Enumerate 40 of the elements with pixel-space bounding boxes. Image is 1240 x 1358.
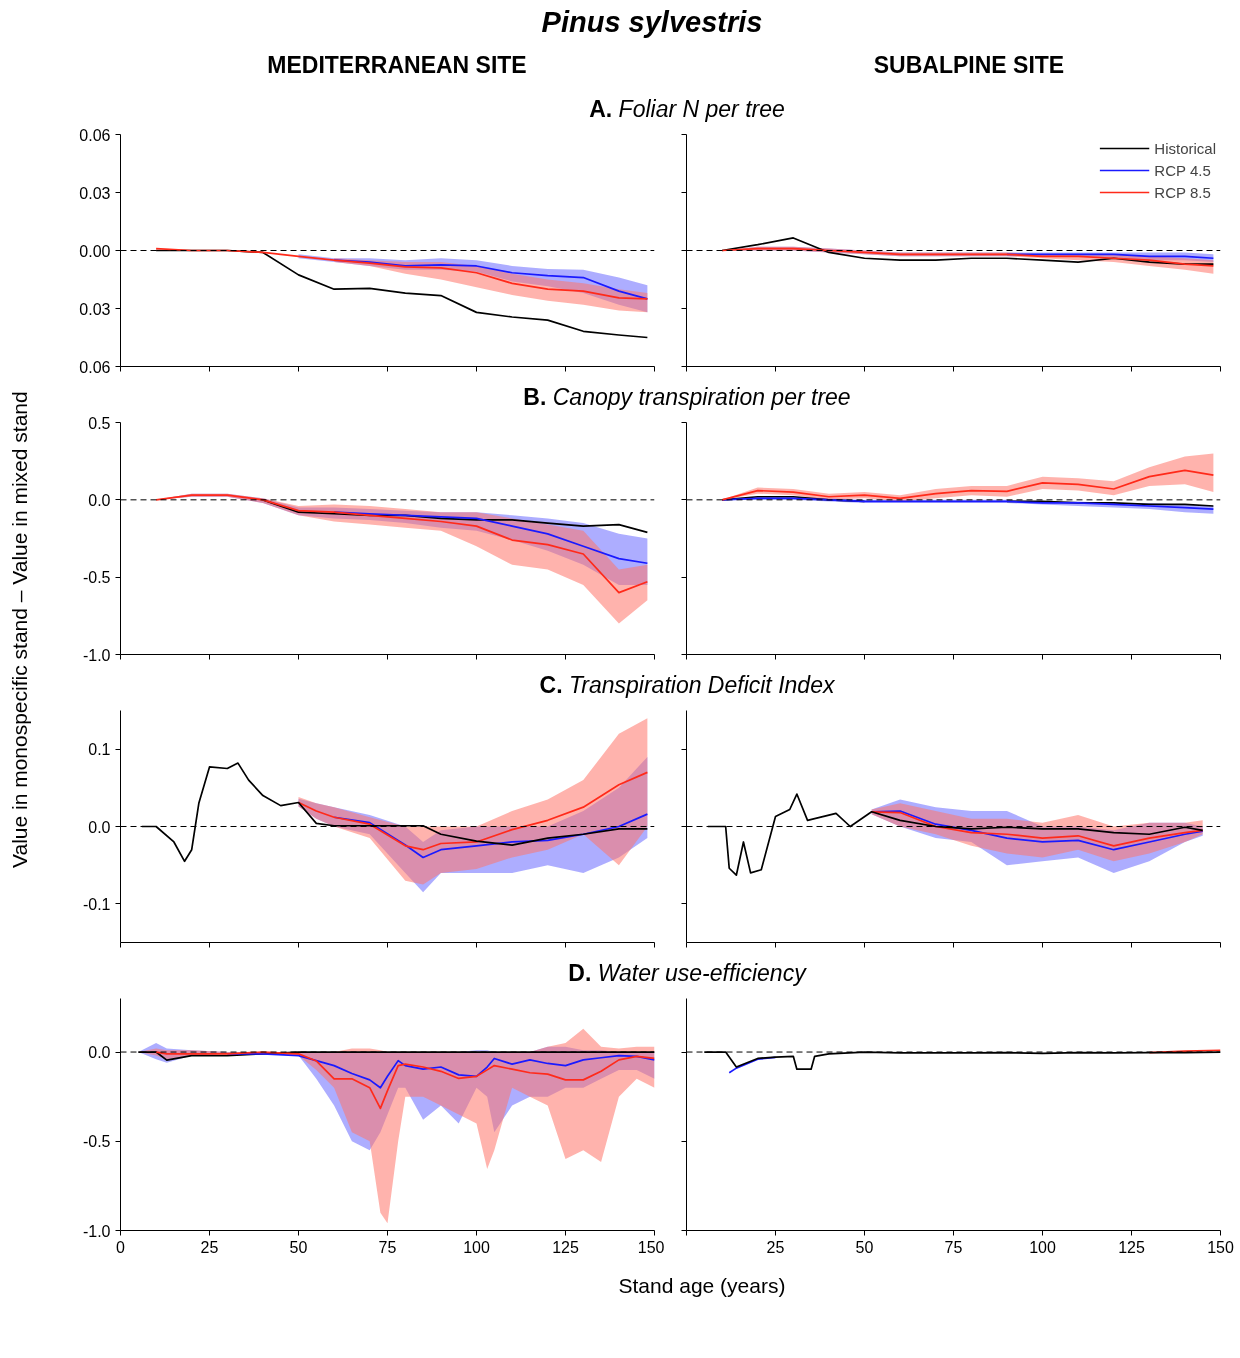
chart-title: B. Canopy transpiration per tree	[523, 384, 851, 410]
x-tick-label: 50	[289, 1238, 308, 1256]
chart-title: D. Water use-efficiency	[568, 960, 806, 986]
y-tick-label: 0.03	[79, 300, 111, 318]
y-tick-label: 0.00	[79, 242, 111, 260]
text: Pinus sylvestris	[541, 6, 763, 38]
y-tick-label: 0.0	[88, 1044, 111, 1062]
legend-label: RCP 4.5	[1154, 161, 1211, 179]
y-tick-label: 0.06	[79, 358, 111, 376]
y-tick-label: -1.0	[82, 1222, 111, 1240]
x-tick-label: 125	[552, 1238, 579, 1256]
legend-label: Historical	[1154, 139, 1216, 157]
y-tick-label: 0.03	[79, 184, 111, 202]
chart-title: C. Transpiration Deficit Index	[539, 672, 835, 698]
x-tick-label: 75	[378, 1238, 397, 1256]
y-tick-label: -0.5	[82, 569, 111, 587]
x-axis-title: Stand age (years)	[618, 1273, 786, 1299]
y-tick-label: -0.1	[82, 895, 111, 913]
y-tick-label: -0.5	[82, 1133, 111, 1151]
x-tick-label: 150	[637, 1238, 665, 1256]
x-tick-label: 25	[766, 1238, 785, 1256]
y-tick-label: 0.06	[79, 126, 111, 144]
x-tick-label: 150	[1207, 1238, 1234, 1256]
x-tick-label: 25	[200, 1238, 219, 1256]
x-tick-label: 0	[116, 1238, 126, 1256]
chart-subtitle: SUBALPINE SITE	[873, 52, 1065, 78]
y-tick-label: 0.5	[88, 414, 111, 432]
x-tick-label: 100	[463, 1238, 490, 1256]
x-tick-label: 50	[855, 1238, 874, 1256]
y-axis-title: Value in monospecific stand – Value in mixed stand	[7, 390, 32, 871]
chart-title: A. Foliar N per tree	[589, 96, 785, 122]
y-tick-label: 0.0	[88, 818, 111, 836]
y-tick-label: 0.0	[88, 491, 111, 509]
y-tick-label: 0.1	[88, 741, 111, 759]
x-tick-label: 125	[1118, 1238, 1145, 1256]
x-tick-label: 100	[1029, 1238, 1056, 1256]
legend-label: RCP 8.5	[1154, 183, 1211, 201]
y-tick-label: -1.0	[82, 646, 111, 664]
x-tick-label: 75	[944, 1238, 963, 1256]
chart-subtitle: MEDITERRANEAN SITE	[267, 52, 527, 78]
